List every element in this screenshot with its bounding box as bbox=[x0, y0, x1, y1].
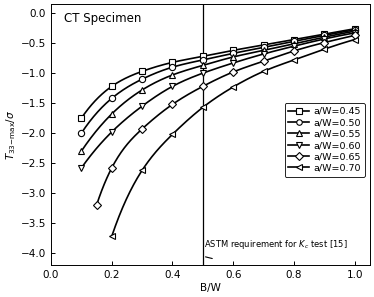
Legend: a/W=0.45, a/W=0.50, a/W=0.55, a/W=0.60, a/W=0.65, a/W=0.70: a/W=0.45, a/W=0.50, a/W=0.55, a/W=0.60, … bbox=[285, 103, 365, 177]
Y-axis label: $T_{33\mathrm{-max}}/\sigma$: $T_{33\mathrm{-max}}/\sigma$ bbox=[4, 110, 18, 160]
Text: ASTM requirement for $K_c$ test [15]: ASTM requirement for $K_c$ test [15] bbox=[204, 238, 348, 251]
Text: CT Specimen: CT Specimen bbox=[64, 12, 141, 25]
X-axis label: B/W: B/W bbox=[200, 283, 221, 293]
